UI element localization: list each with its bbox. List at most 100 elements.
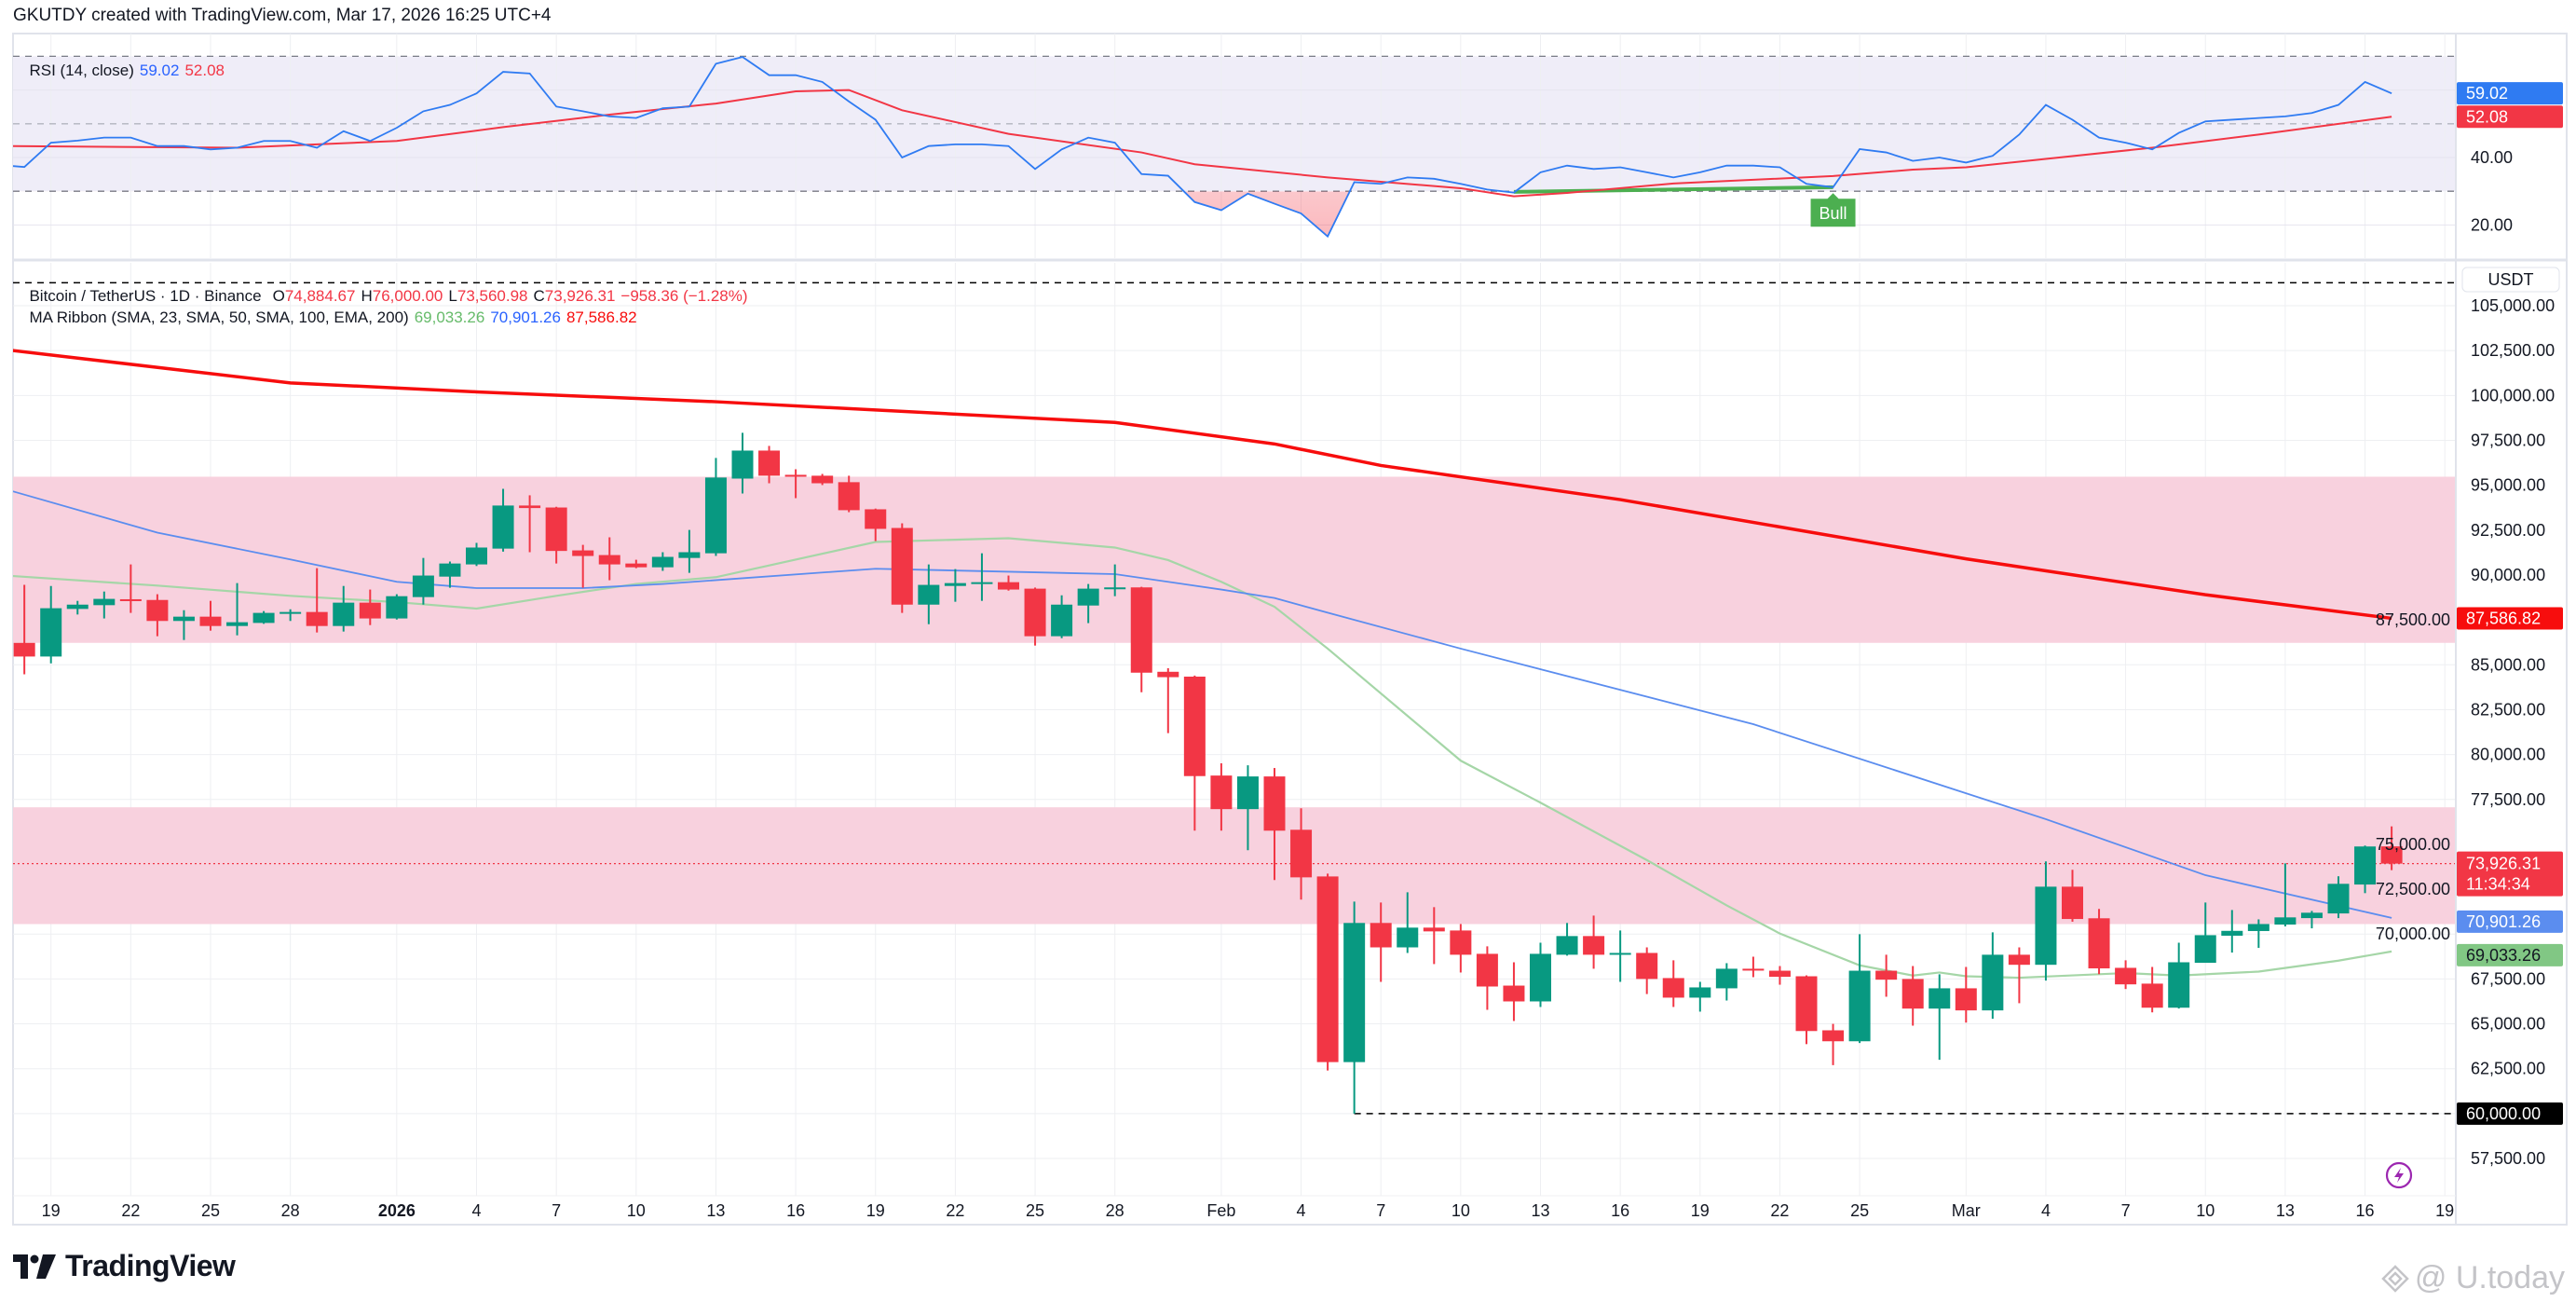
candle[interactable] [226,582,249,636]
candle[interactable] [359,589,381,625]
candle[interactable] [492,488,514,552]
price-zone-1[interactable] [13,476,2456,643]
candle[interactable] [918,564,940,624]
candle[interactable] [1901,966,1924,1026]
candle[interactable] [40,585,62,664]
axes[interactable]: Bull 19 22 25 28 2026 4 7 10 13 16 19 22 25 28 Feb 4 7 10 1… [42,148,2560,1220]
candle[interactable] [944,569,966,602]
lightning-icon[interactable] [2385,1161,2413,1189]
candle[interactable] [279,609,302,622]
candle[interactable] [1503,962,1525,1021]
candle[interactable] [704,458,727,556]
candle[interactable] [412,557,434,605]
candle[interactable] [1742,956,1765,978]
candle[interactable] [2035,861,2057,981]
candle[interactable] [2300,911,2323,929]
candle[interactable] [1636,947,1658,994]
sma50-line[interactable] [0,537,2392,980]
candle[interactable] [1157,667,1179,733]
candle[interactable] [865,508,887,541]
candle[interactable] [1530,942,1551,1007]
candle[interactable] [1848,934,1871,1044]
ma-ribbon-legend[interactable]: MA Ribbon (SMA, 23, SMA, 50, SMA, 100, E… [20,290,643,327]
symbol-legend[interactable]: Bitcoin / TetherUS · 1D · Binance O74,884… [20,268,754,306]
candle[interactable] [625,559,647,569]
candle[interactable] [1077,583,1099,624]
candle[interactable] [2168,942,2190,1009]
candle[interactable] [1290,808,1313,900]
rsi-ma-line[interactable] [0,89,2392,198]
candle[interactable] [1476,946,1498,1010]
candle[interactable] [811,473,834,486]
candle[interactable] [1609,930,1631,982]
candle[interactable] [998,575,1019,591]
candle[interactable] [199,600,222,631]
candle[interactable] [252,610,275,624]
candle[interactable] [784,469,807,499]
candle[interactable] [306,568,328,633]
candle[interactable] [93,591,116,619]
candle[interactable] [2274,863,2297,926]
candle[interactable] [758,445,781,484]
candle[interactable] [891,523,913,613]
candle[interactable] [1955,966,1977,1023]
rsi-legend[interactable]: RSI (14, close) 59.02 52.08 [20,43,230,80]
candle[interactable] [2327,876,2350,919]
candle[interactable] [1423,907,1445,965]
candle[interactable] [1210,763,1233,831]
candle[interactable] [1130,586,1152,692]
candle[interactable] [1583,915,1605,969]
candle[interactable] [1768,966,1791,985]
candle[interactable] [1183,675,1206,831]
candle[interactable] [2354,845,2377,894]
candle[interactable] [172,610,195,640]
candle[interactable] [2380,826,2403,870]
candle[interactable] [971,553,993,601]
candle[interactable] [1556,923,1578,956]
currency-label[interactable]: USDT [2488,270,2534,289]
currency-button[interactable] [2461,267,2560,293]
candle[interactable] [2194,902,2216,964]
candle[interactable] [1024,587,1046,646]
candle[interactable] [1875,954,1898,997]
candle[interactable] [1370,902,1392,982]
candle[interactable] [1236,765,1259,851]
candle[interactable] [439,561,461,588]
candle[interactable] [651,552,674,571]
candle[interactable] [1715,963,1738,1001]
candle[interactable] [1929,974,1951,1061]
candle[interactable] [1397,892,1419,953]
candle[interactable] [1982,932,2004,1020]
candle[interactable] [1450,924,1472,973]
candle[interactable] [2062,870,2083,922]
price-zone-2[interactable] [13,807,2456,925]
price-pane[interactable] [0,281,2456,1115]
candle[interactable] [466,542,487,567]
ema200-line[interactable] [0,349,2392,621]
candle[interactable] [1316,873,1339,1071]
rsi-pane[interactable] [0,56,2392,239]
candle[interactable] [1104,564,1126,596]
candle[interactable] [678,529,701,573]
candle[interactable] [1662,960,1684,1007]
candle[interactable] [731,432,754,494]
candle[interactable] [2115,960,2137,990]
candle[interactable] [1689,981,1711,1012]
candle[interactable] [1795,975,1818,1045]
candle[interactable] [1051,595,1073,638]
candle[interactable] [146,594,169,637]
candle[interactable] [1263,768,1286,881]
tradingview-logo[interactable]: TradingView [13,1249,236,1283]
candle[interactable] [2008,947,2030,1004]
candle[interactable] [2221,910,2243,953]
candle[interactable] [13,584,35,675]
candle[interactable] [1343,901,1366,1114]
candle[interactable] [119,564,142,613]
candle[interactable] [838,475,860,513]
candle[interactable] [2088,909,2110,975]
candle[interactable] [519,495,541,553]
candle[interactable] [598,537,620,581]
candle[interactable] [1822,1023,1845,1065]
candle[interactable] [545,506,567,564]
